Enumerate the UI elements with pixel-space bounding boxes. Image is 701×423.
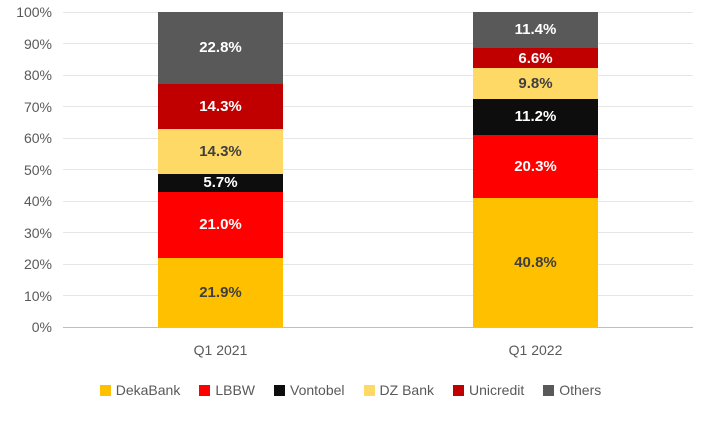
data-label: 9.8% xyxy=(518,75,553,93)
legend-swatch-icon xyxy=(363,384,375,396)
data-label: 21.9% xyxy=(199,284,242,301)
legend-label: Others xyxy=(559,382,602,398)
bar-segment-unicredit: 6.6% xyxy=(473,47,598,69)
gridline xyxy=(63,232,693,233)
legend-item-unicredit: Unicredit xyxy=(452,382,525,398)
y-tick-label: 90% xyxy=(23,35,52,52)
legend-label: DZ Bank xyxy=(379,382,434,398)
gridline xyxy=(63,295,693,296)
y-tick-label: 60% xyxy=(23,130,52,146)
legend-label: Unicredit xyxy=(468,382,525,398)
legend: DekaBank LBBW Vontobel DZ Bank Unicredit Othe… xyxy=(0,382,701,398)
legend-label: LBBW xyxy=(215,382,256,398)
legend-swatch-icon xyxy=(543,384,555,396)
y-tick-label: 0% xyxy=(31,319,52,335)
legend-label: DekaBank xyxy=(115,382,181,398)
bar-segment-others: 11.4% xyxy=(473,11,598,48)
gridline xyxy=(63,200,693,202)
gridline xyxy=(63,11,693,13)
data-label: 14.3% xyxy=(199,142,242,160)
x-category-label: Q1 2022 xyxy=(508,342,563,358)
x-axis-line xyxy=(63,327,693,328)
y-tick-label: 50% xyxy=(23,161,52,178)
bar-segment-dz-bank: 9.8% xyxy=(473,68,598,100)
data-label: 11.2% xyxy=(514,108,557,126)
data-label: 6.6% xyxy=(518,49,553,67)
gridline xyxy=(63,169,693,170)
bar-segment-vontobel: 5.7% xyxy=(158,173,283,192)
bar-segment-others: 22.8% xyxy=(158,12,283,84)
legend-label: Vontobel xyxy=(290,382,345,398)
y-tick-label: 80% xyxy=(23,67,52,83)
legend-swatch-icon xyxy=(274,384,286,396)
y-tick-label: 20% xyxy=(23,256,52,272)
legend-item-dz-bank: DZ Bank xyxy=(363,382,434,398)
bar-stack-q1-2021: 21.9% 21.0% 5.7% 14.3% 14.3% 22.8% xyxy=(158,12,283,327)
plot-area: 21.9% 21.0% 5.7% 14.3% 14.3% 22.8% 40.8% 20.3% 1… xyxy=(63,11,693,328)
data-label: 5.7% xyxy=(203,174,238,192)
bar-segment-dekabank: 40.8% xyxy=(473,198,598,327)
data-label: 22.8% xyxy=(199,39,242,57)
legend-swatch-icon xyxy=(99,384,111,396)
y-tick-label: 10% xyxy=(23,287,52,304)
y-tick-label: 40% xyxy=(23,193,52,209)
bar-segment-dz-bank: 14.3% xyxy=(158,128,283,174)
bar-segment-vontobel: 11.2% xyxy=(473,99,598,135)
legend-item-lbbw: LBBW xyxy=(199,382,255,398)
legend-swatch-icon xyxy=(452,384,464,396)
bar-segment-dekabank: 21.9% xyxy=(158,258,283,327)
gridline xyxy=(63,43,693,44)
x-category-label: Q1 2021 xyxy=(193,342,248,358)
gridline xyxy=(63,106,693,107)
legend-item-others: Others xyxy=(543,382,601,398)
data-label: 20.3% xyxy=(514,158,557,176)
data-label: 21.0% xyxy=(199,216,242,234)
gridline xyxy=(63,137,693,139)
bar-segment-lbbw: 20.3% xyxy=(473,134,598,199)
bar-segment-unicredit: 14.3% xyxy=(158,83,283,129)
y-tick-label: 30% xyxy=(23,224,52,241)
gridline xyxy=(63,74,693,76)
y-tick-label: 70% xyxy=(23,98,52,115)
legend-swatch-icon xyxy=(199,384,211,396)
data-label: 11.4% xyxy=(514,21,557,39)
bar-segment-lbbw: 21.0% xyxy=(158,191,283,259)
gridline xyxy=(63,263,693,265)
data-label: 14.3% xyxy=(199,97,242,115)
data-label: 40.8% xyxy=(514,254,557,272)
legend-item-vontobel: Vontobel xyxy=(274,382,345,398)
legend-item-dekabank: DekaBank xyxy=(99,382,181,398)
bar-stack-q1-2022: 40.8% 20.3% 11.2% 9.8% 6.6% 11.4% xyxy=(473,11,598,327)
y-tick-label: 100% xyxy=(16,4,52,20)
